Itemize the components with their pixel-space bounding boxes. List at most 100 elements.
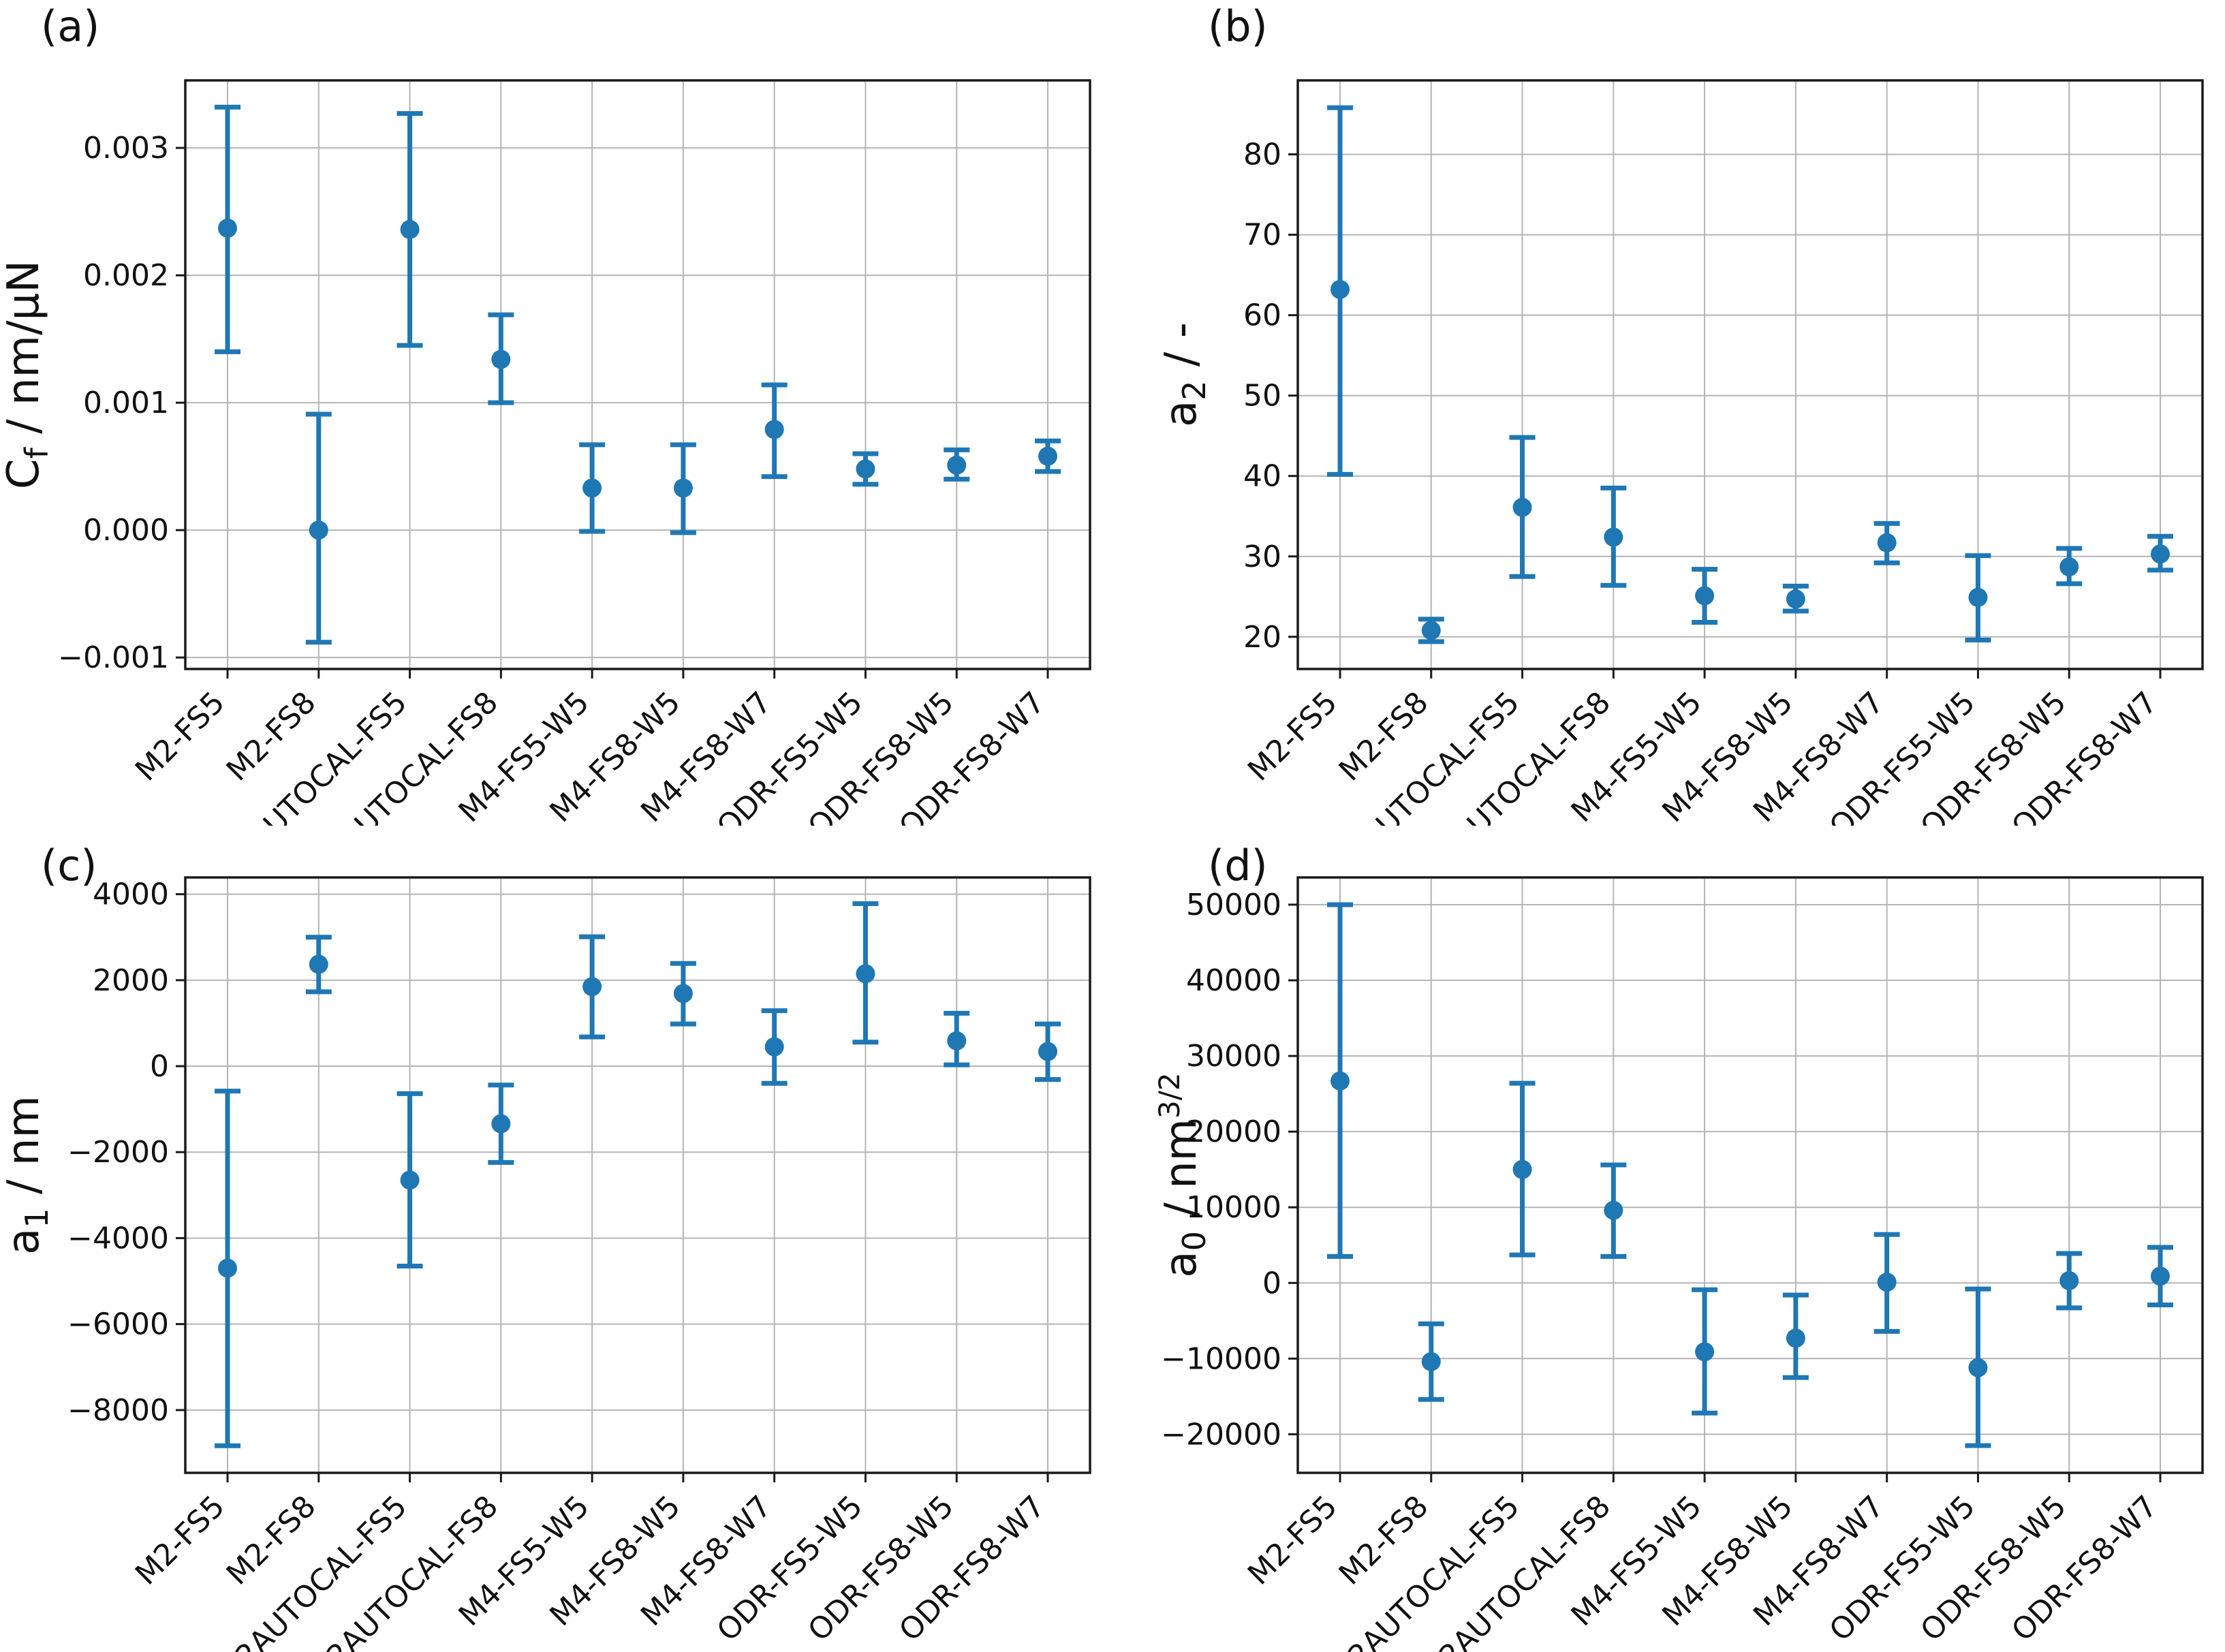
- data-point-marker: [2151, 1266, 2170, 1286]
- errorbar-series: [215, 901, 1061, 1448]
- axis-tick-labels: 20304050607080M2-FS5M2-FS8M2AUTOCAL-FS5M…: [1241, 138, 2164, 826]
- data-point-marker: [582, 478, 602, 498]
- y-tick-label: 20: [1243, 620, 1281, 655]
- panel-c-label: (c): [41, 841, 97, 890]
- data-point-marker: [218, 218, 237, 238]
- data-point-marker: [2059, 557, 2079, 577]
- data-point-marker: [400, 219, 420, 239]
- data-point-marker: [764, 420, 784, 439]
- y-axis-label: a0 / nm3/2: [1153, 1072, 1213, 1277]
- y-tick-label: 40: [1243, 459, 1281, 494]
- data-point-marker: [1331, 1071, 1350, 1091]
- data-points: [218, 218, 1057, 540]
- y-tick-label: −20000: [1161, 1417, 1281, 1452]
- data-point-marker: [309, 520, 328, 540]
- panel-c-plot: −8000−6000−4000−2000020004000M2-FS5M2-FS…: [0, 876, 1091, 1652]
- y-tick-label: 0.001: [83, 386, 169, 420]
- plot-frame: [184, 79, 1091, 670]
- data-point-marker: [1968, 1358, 1988, 1377]
- data-point-marker: [1331, 279, 1350, 299]
- x-tick-label: M2-FS5: [129, 1489, 232, 1592]
- plot-frame: [1296, 876, 2204, 1474]
- errorbar-series: [1327, 105, 2173, 644]
- axis-ticks: [1288, 153, 2162, 679]
- panel-b: (b) 20 30 40 50 60 70 80 M2-FS5 M2-FS8 M2AUTOCAL-…: [1112, 0, 2225, 826]
- y-tick-label: 4000: [93, 877, 169, 912]
- panel-a-label: (a): [41, 1, 100, 51]
- data-point-marker: [1877, 533, 1897, 552]
- y-tick-label: 0.003: [83, 131, 169, 166]
- y-tick-label: −6000: [67, 1307, 169, 1342]
- data-point-marker: [309, 954, 328, 974]
- y-axis-label: a2 / -: [1156, 322, 1213, 427]
- y-tick-label: −4000: [67, 1221, 169, 1256]
- errorbar-series: [215, 104, 1061, 645]
- y-tick-label: 0.002: [83, 258, 169, 293]
- x-tick-label: M2-FS5: [1241, 1489, 1344, 1592]
- y-axis-label: a1 / nm: [0, 1095, 55, 1255]
- axis-tick-labels: −0.0010.0000.0010.0020.003M2-FS5M2-FS8M2…: [58, 131, 1052, 826]
- panel-d-label: (d): [1208, 841, 1268, 890]
- y-tick-label: −10000: [1161, 1341, 1281, 1376]
- data-point-marker: [491, 1114, 511, 1134]
- data-point-marker: [1968, 587, 1988, 607]
- y-tick-label: 30000: [1186, 1039, 1281, 1074]
- data-point-marker: [491, 349, 511, 369]
- y-tick-label: 0.000: [83, 513, 169, 548]
- y-tick-label: 10000: [1186, 1190, 1281, 1225]
- errorbar-series: [1327, 902, 2173, 1448]
- data-point-marker: [856, 459, 875, 479]
- y-tick-label: 60: [1243, 298, 1281, 333]
- panel-a: (a) −0.001 0.000 0.001 0.002 0.003 M2-FS5 M2-F…: [0, 0, 1112, 826]
- axis-ticks: [1288, 903, 2162, 1482]
- data-point-marker: [1421, 621, 1441, 640]
- data-points: [218, 954, 1057, 1278]
- y-axis-label: Cf / nm/μN: [0, 260, 55, 489]
- x-tick-label: M2-FS5: [129, 685, 232, 788]
- y-tick-label: 0: [1262, 1266, 1281, 1300]
- panel-a-plot: −0.0010.0000.0010.0020.003M2-FS5M2-FS8M2…: [0, 79, 1091, 826]
- axis-tick-labels: −8000−6000−4000−2000020004000M2-FS5M2-FS…: [67, 877, 1052, 1652]
- panel-b-label: (b): [1208, 1, 1268, 51]
- data-point-marker: [1604, 1200, 1623, 1220]
- data-point-marker: [582, 977, 602, 997]
- y-tick-label: 70: [1243, 218, 1281, 253]
- data-point-marker: [1877, 1273, 1897, 1292]
- data-point-marker: [1038, 1042, 1057, 1061]
- data-point-marker: [1604, 527, 1623, 547]
- data-point-marker: [2151, 544, 2170, 564]
- panel-d-plot: −20000 −10000 0 10000 20000 30000 40000 50000 M2…: [1153, 876, 2204, 1652]
- data-point-marker: [1695, 586, 1715, 606]
- data-point-marker: [1512, 497, 1532, 517]
- data-point-marker: [947, 455, 967, 475]
- data-point-marker: [1512, 1159, 1532, 1179]
- y-tick-label: 80: [1243, 138, 1281, 172]
- data-point-marker: [1421, 1352, 1441, 1371]
- panel-b-plot: 20304050607080M2-FS5M2-FS8M2AUTOCAL-FS5M…: [1156, 79, 2204, 826]
- y-tick-label: −8000: [67, 1393, 169, 1428]
- plot-frame: [1296, 79, 2204, 670]
- data-point-marker: [1786, 589, 1805, 609]
- data-point-marker: [1695, 1342, 1715, 1362]
- data-point-marker: [1038, 446, 1057, 466]
- data-point-marker: [764, 1037, 784, 1057]
- y-tick-label: 50: [1243, 379, 1281, 414]
- axis-tick-labels: −20000 −10000 0 10000 20000 30000 40000 50000 M2…: [1161, 888, 2164, 1652]
- plot-frame: [184, 876, 1091, 1474]
- data-point-marker: [400, 1170, 420, 1190]
- y-tick-label: 20000: [1186, 1115, 1281, 1149]
- y-tick-label: 2000: [93, 963, 169, 998]
- data-point-marker: [218, 1258, 237, 1278]
- data-points: [1331, 1071, 2170, 1377]
- y-tick-label: −2000: [67, 1135, 169, 1170]
- y-tick-label: 30: [1243, 540, 1281, 574]
- axis-ticks: [176, 146, 1049, 679]
- data-point-marker: [673, 478, 693, 498]
- data-point-marker: [947, 1031, 967, 1050]
- panel-c: (c) −8000 −6000 −4000 −2000 0 2000 4000 M2-FS5 M…: [0, 826, 1112, 1652]
- y-tick-label: 40000: [1186, 963, 1281, 998]
- y-tick-label: 50000: [1186, 888, 1281, 922]
- data-points: [1331, 279, 2170, 640]
- data-point-marker: [673, 984, 693, 1003]
